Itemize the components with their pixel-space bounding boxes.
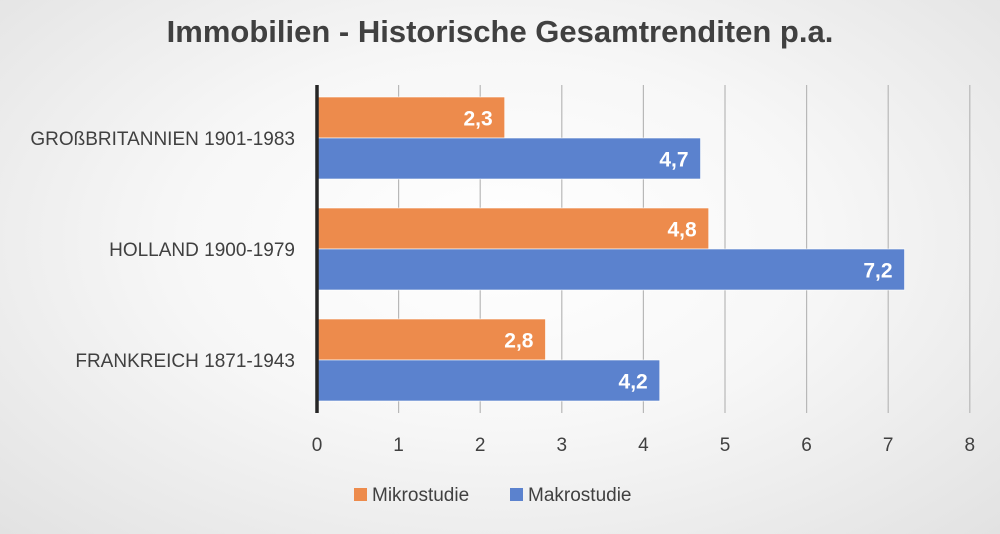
legend-label-mikrostudie: Mikrostudie (372, 485, 469, 506)
x-tick-label: 1 (393, 435, 404, 456)
data-labels: 2,3 4,7 4,8 7,2 2,8 4,2 (463, 108, 892, 394)
data-label-mikrostudie: 4,8 (667, 219, 697, 242)
x-tick-label: 2 (475, 435, 486, 456)
bar-mikrostudie-2 (316, 318, 546, 361)
data-label-makrostudie: 4,7 (659, 149, 688, 172)
data-label-mikrostudie: 2,3 (463, 108, 492, 131)
bars (316, 96, 905, 402)
x-tick-label: 3 (557, 435, 568, 456)
chart-title: Immobilien - Historische Gesamtrenditen … (167, 14, 834, 49)
x-tick-label: 7 (883, 435, 894, 456)
bar-makrostudie-1 (316, 248, 905, 291)
bar-makrostudie-0 (316, 137, 701, 180)
legend-label-makrostudie: Makrostudie (528, 485, 632, 506)
data-label-makrostudie: 4,2 (619, 371, 648, 394)
x-tick-label: 0 (312, 435, 323, 456)
axes: 0 1 2 3 4 5 6 7 8 GROßBRITANNIEN 1901-1983 HOLLAND… (30, 85, 975, 456)
x-tick-label: 5 (720, 435, 731, 456)
x-tick-label: 8 (965, 435, 976, 456)
bar-mikrostudie-1 (316, 207, 709, 250)
legend: Mikrostudie Makrostudie (354, 485, 632, 506)
data-label-makrostudie: 7,2 (863, 260, 892, 283)
x-tick-label: 6 (801, 435, 812, 456)
y-category-label: GROßBRITANNIEN 1901-1983 (30, 129, 295, 150)
x-tick-label: 4 (638, 435, 649, 456)
legend-swatch-mikrostudie (354, 488, 367, 501)
y-category-label: HOLLAND 1900-1979 (109, 240, 295, 261)
bar-makrostudie-2 (316, 359, 661, 402)
data-label-mikrostudie: 2,8 (504, 330, 534, 353)
y-category-label: FRANKREICH 1871-1943 (75, 351, 295, 372)
legend-swatch-makrostudie (510, 488, 523, 501)
